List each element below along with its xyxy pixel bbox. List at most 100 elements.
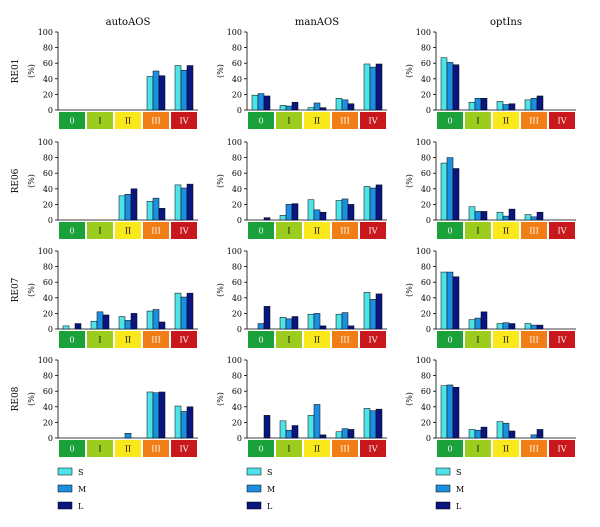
category-label: III	[340, 445, 349, 454]
y-tick-label: 20	[421, 200, 431, 209]
bar	[174, 184, 182, 221]
bar	[279, 420, 287, 439]
bar	[285, 204, 293, 221]
category-box	[493, 331, 519, 348]
bar	[319, 211, 327, 221]
bar	[363, 292, 371, 330]
category-label: III	[151, 227, 160, 236]
bar	[313, 209, 321, 221]
y-tick-label: 60	[421, 387, 431, 396]
bar	[468, 429, 476, 439]
bar	[291, 316, 299, 330]
bar	[124, 433, 132, 439]
category-box	[171, 331, 197, 348]
category-box	[360, 440, 386, 457]
bar	[319, 107, 327, 111]
bar	[480, 98, 488, 111]
category-label: 0	[258, 117, 263, 126]
category-label: 0	[447, 336, 452, 345]
bar	[508, 103, 516, 111]
category-box	[115, 440, 141, 457]
bar	[452, 64, 460, 111]
bar	[496, 211, 504, 221]
y-tick-label: 80	[421, 154, 431, 163]
bar	[152, 197, 160, 221]
bar	[152, 70, 160, 111]
legend: SML	[246, 467, 275, 511]
category-label: I	[287, 336, 290, 345]
bar	[263, 415, 271, 439]
bar	[313, 404, 321, 439]
bar	[530, 98, 538, 111]
y-tick-label: 100	[227, 247, 242, 256]
bar	[496, 101, 504, 111]
category-box	[171, 112, 197, 129]
category-box	[115, 222, 141, 239]
category-box	[87, 331, 113, 348]
legend-swatch	[57, 501, 73, 510]
category-label: IV	[369, 227, 378, 236]
bar	[375, 408, 383, 439]
bar	[186, 292, 194, 330]
y-tick-label: 20	[43, 90, 53, 99]
bar	[279, 105, 287, 111]
y-tick-label: 80	[421, 263, 431, 272]
bar	[369, 66, 377, 111]
y-tick-label: 80	[421, 44, 431, 53]
y-tick-label: 80	[43, 263, 53, 272]
category-label: II	[125, 336, 131, 345]
bar	[369, 410, 377, 439]
category-box	[493, 440, 519, 457]
y-tick-label: 100	[227, 138, 242, 147]
legend: SML	[57, 467, 86, 511]
y-tick-label: 20	[232, 418, 242, 427]
y-tick-label: 60	[421, 169, 431, 178]
y-tick-label: 60	[232, 278, 242, 287]
bar	[186, 406, 194, 439]
bar	[502, 322, 510, 330]
bar	[347, 103, 355, 111]
category-label: I	[476, 227, 479, 236]
bar	[90, 320, 98, 330]
category-label: IV	[180, 117, 189, 126]
category-label: II	[125, 445, 131, 454]
bar	[263, 217, 271, 221]
bar	[307, 415, 315, 439]
bar	[496, 323, 504, 330]
bar	[375, 63, 383, 111]
bar	[335, 313, 343, 330]
bar	[446, 271, 454, 330]
bar	[180, 187, 188, 221]
y-tick-label: 80	[232, 44, 242, 53]
bar	[524, 214, 532, 221]
category-box	[521, 331, 547, 348]
y-axis-label: (%)	[405, 283, 414, 297]
y-tick-label: 100	[38, 138, 53, 147]
bar	[180, 69, 188, 111]
bar	[307, 313, 315, 330]
category-box	[304, 331, 330, 348]
y-tick-label: 60	[43, 278, 53, 287]
y-tick-label: 100	[416, 247, 431, 256]
y-tick-label: 60	[43, 59, 53, 68]
y-axis-label: (%)	[216, 64, 225, 78]
column-title: manAOS	[295, 17, 339, 28]
category-box	[276, 331, 302, 348]
y-tick-label: 0	[237, 216, 242, 225]
y-tick-label: 0	[426, 434, 431, 443]
y-tick-label: 0	[48, 216, 53, 225]
category-label: IV	[180, 336, 189, 345]
category-label: I	[98, 227, 101, 236]
bar	[341, 312, 349, 330]
bar	[480, 211, 488, 221]
category-box	[437, 112, 463, 129]
bar	[158, 321, 166, 330]
bar	[347, 429, 355, 439]
y-tick-label: 40	[232, 185, 242, 194]
category-box	[276, 222, 302, 239]
y-tick-label: 100	[227, 356, 242, 365]
category-label: 0	[69, 117, 74, 126]
category-label: III	[529, 445, 538, 454]
